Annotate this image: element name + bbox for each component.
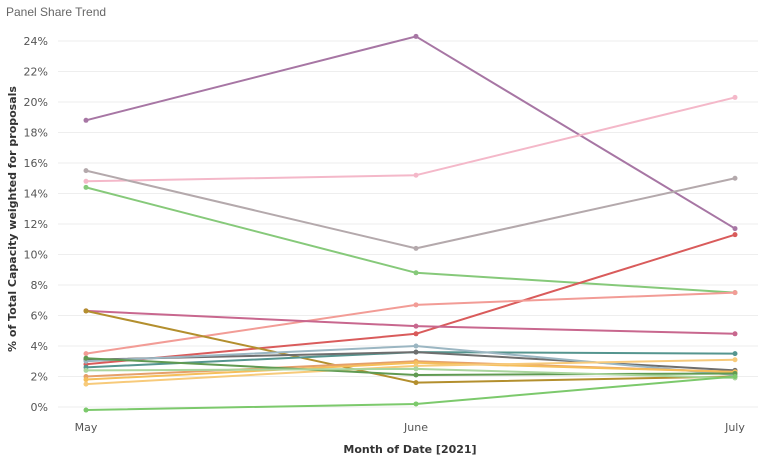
series-14 [83,355,738,378]
x-tick-label: May [75,421,98,434]
y-tick-label: 18% [24,127,48,140]
data-point [732,175,738,181]
data-point [83,178,89,184]
data-point [732,290,738,296]
y-tick-label: 14% [24,188,48,201]
data-point [83,117,89,123]
series-16 [83,374,738,413]
y-tick-label: 16% [24,157,48,170]
data-point [413,302,419,308]
data-point [413,372,419,378]
data-point [732,331,738,337]
y-axis-title: % of Total Capacity weighted for proposa… [6,86,19,352]
y-tick-label: 12% [24,218,48,231]
data-point [413,380,419,386]
data-point [83,377,89,383]
y-tick-label: 22% [24,66,48,79]
data-point [83,367,89,373]
chart-title: Panel Share Trend [6,5,107,19]
data-point [413,331,419,337]
data-point [732,226,738,232]
data-point [83,407,89,413]
y-tick-label: 2% [31,371,48,384]
series-line-3 [85,186,736,294]
series-3 [83,184,738,296]
data-point [413,323,419,329]
series-1 [83,94,738,184]
data-point [732,232,738,238]
gridlines [58,40,758,408]
data-point [83,351,89,357]
y-tick-label: 6% [31,310,48,323]
x-tick-label: July [724,421,745,434]
data-point [413,343,419,349]
data-point [83,355,89,361]
y-tick-label: 10% [24,249,48,262]
data-point [732,94,738,100]
data-point [413,33,419,39]
y-tick-labels: 0% 2% 4% 6% 8% 10% 12% 14% 16% 18% 20% 22% 24% [24,35,48,414]
data-point [732,351,738,357]
data-point [413,270,419,276]
series-lines [83,33,738,413]
data-point [83,308,89,314]
data-point [732,374,738,379]
data-point [413,172,419,178]
y-tick-label: 0% [31,401,48,414]
data-point [413,349,419,355]
data-point [732,357,738,363]
data-point [83,381,89,387]
y-tick-label: 24% [24,35,48,48]
x-tick-labels: May June July [75,421,746,434]
x-tick-label: June [403,421,428,434]
series-5 [83,290,738,357]
data-point [413,366,419,372]
data-point [413,245,419,251]
y-tick-label: 8% [31,279,48,292]
data-point [413,401,419,407]
data-point [83,184,89,190]
series-0 [83,33,738,232]
y-tick-label: 20% [24,96,48,109]
series-line-5 [85,291,736,355]
data-point [83,168,89,174]
series-2 [83,168,738,251]
y-tick-label: 4% [31,340,48,353]
series-line-6 [85,309,736,335]
series-line-1 [85,96,736,183]
x-axis-title: Month of Date [2021] [343,443,476,456]
series-line-2 [85,169,736,250]
